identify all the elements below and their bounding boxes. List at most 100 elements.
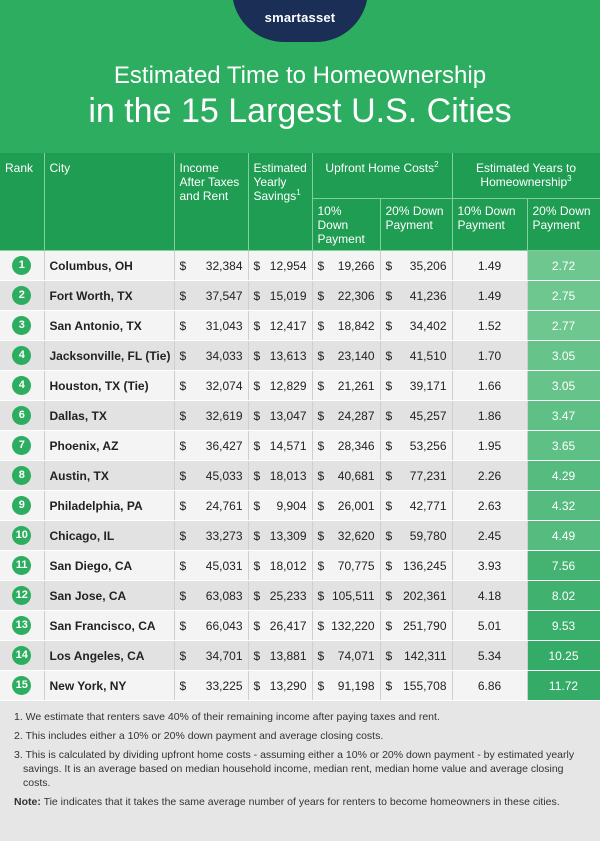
col-upfront-costs: Upfront Home Costs2 — [312, 153, 453, 199]
savings-cell: $12,829 — [248, 370, 313, 401]
rank-badge: 11 — [12, 556, 32, 575]
city-cell: Philadelphia, PA — [44, 490, 175, 521]
upfront-20-cell: $42,771 — [380, 490, 453, 521]
upfront-20-cell: $202,361 — [380, 580, 453, 611]
savings-cell: $9,904 — [248, 490, 313, 521]
table-row: 3 San Antonio, TX $31,043 $12,417 $18,842 $34… — [0, 310, 600, 341]
city-cell: Phoenix, AZ — [44, 430, 175, 461]
rank-badge: 3 — [12, 316, 32, 335]
upfront-20-cell: $39,171 — [380, 370, 453, 401]
upfront-20-cell: $45,257 — [380, 400, 453, 431]
city-cell: Austin, TX — [44, 460, 175, 491]
upfront-10-cell: $18,842 — [312, 310, 381, 341]
city-cell: Fort Worth, TX — [44, 280, 175, 311]
upfront-20-cell: $77,231 — [380, 460, 453, 491]
income-cell: $45,033 — [174, 460, 249, 491]
income-cell: $31,043 — [174, 310, 249, 341]
city-cell: Jacksonville, FL (Tie) — [44, 340, 175, 371]
savings-cell: $25,233 — [248, 580, 313, 611]
footnote-2: 2. This includes either a 10% or 20% dow… — [14, 730, 384, 742]
table-row: 15 New York, NY $33,225 $13,290 $91,198 $155,… — [0, 670, 600, 701]
savings-cell: $13,309 — [248, 520, 313, 551]
rank-badge: 4 — [12, 376, 32, 395]
rank-badge: 8 — [12, 466, 32, 485]
footnote-3: 3. This is calculated by dividing upfron… — [14, 749, 575, 789]
homeownership-table: Rank City Income After Taxes and Rent Es… — [0, 153, 600, 701]
income-cell: $34,033 — [174, 340, 249, 371]
upfront-10-cell: $22,306 — [312, 280, 381, 311]
savings-cell: $14,571 — [248, 430, 313, 461]
rank-badge: 10 — [12, 526, 32, 545]
income-cell: $37,547 — [174, 280, 249, 311]
city-cell: Los Angeles, CA — [44, 640, 175, 671]
header-banner: smartasset Estimated Time to Homeownersh… — [0, 0, 600, 153]
years-10-cell: 2.63 — [452, 490, 528, 521]
table-body: 1 Columbus, OH $32,384 $12,954 $19,266 $35,20… — [0, 250, 600, 701]
years-10-cell: 1.52 — [452, 310, 528, 341]
col-savings: Estimated Yearly Savings1 — [248, 153, 313, 251]
city-cell: Chicago, IL — [44, 520, 175, 551]
col-years-20: 20% Down Payment — [527, 198, 600, 251]
savings-cell: $13,881 — [248, 640, 313, 671]
years-20-cell: 3.05 — [527, 370, 600, 401]
rank-cell: 1 — [0, 250, 45, 281]
rank-badge: 7 — [12, 436, 32, 455]
rank-badge: 1 — [12, 256, 32, 275]
rank-cell: 12 — [0, 580, 45, 611]
table-row: 1 Columbus, OH $32,384 $12,954 $19,266 $35,20… — [0, 250, 600, 281]
table-row: 8 Austin, TX $45,033 $18,013 $40,681 $77,231 2… — [0, 460, 600, 491]
rank-badge: 4 — [12, 346, 32, 365]
rank-cell: 15 — [0, 670, 45, 701]
rank-cell: 14 — [0, 640, 45, 671]
years-20-cell: 2.75 — [527, 280, 600, 311]
rank-badge: 9 — [12, 496, 32, 515]
table-row: 2 Fort Worth, TX $37,547 $15,019 $22,306 $41,… — [0, 280, 600, 311]
city-cell: San Antonio, TX — [44, 310, 175, 341]
upfront-20-cell: $251,790 — [380, 610, 453, 641]
rank-badge: 2 — [12, 286, 32, 305]
upfront-10-cell: $132,220 — [312, 610, 381, 641]
rank-badge: 15 — [12, 676, 32, 695]
city-cell: San Diego, CA — [44, 550, 175, 581]
col-upfront-10: 10% Down Payment — [312, 198, 381, 251]
upfront-10-cell: $24,287 — [312, 400, 381, 431]
income-cell: $32,384 — [174, 250, 249, 281]
savings-cell: $13,290 — [248, 670, 313, 701]
col-years-to-homeownership: Estimated Years to Homeownership3 — [452, 153, 600, 199]
years-20-cell: 2.72 — [527, 250, 600, 281]
years-20-cell: 3.47 — [527, 400, 600, 431]
income-cell: $32,074 — [174, 370, 249, 401]
table-row: 14 Los Angeles, CA $34,701 $13,881 $74,071 $1… — [0, 640, 600, 671]
table-row: 4 Houston, TX (Tie) $32,074 $12,829 $21,261 $… — [0, 370, 600, 401]
city-cell: San Jose, CA — [44, 580, 175, 611]
years-10-cell: 3.93 — [452, 550, 528, 581]
upfront-10-cell: $19,266 — [312, 250, 381, 281]
col-rank: Rank — [0, 153, 45, 251]
savings-cell: $12,417 — [248, 310, 313, 341]
smartasset-logo[interactable]: smartasset — [232, 0, 368, 42]
upfront-10-cell: $26,001 — [312, 490, 381, 521]
rank-cell: 7 — [0, 430, 45, 461]
income-cell: $34,701 — [174, 640, 249, 671]
footnotes: 1. We estimate that renters save 40% of … — [14, 710, 589, 814]
rank-cell: 3 — [0, 310, 45, 341]
years-10-cell: 2.45 — [452, 520, 528, 551]
upfront-10-cell: $28,346 — [312, 430, 381, 461]
upfront-10-cell: $21,261 — [312, 370, 381, 401]
income-cell: $66,043 — [174, 610, 249, 641]
rank-badge: 6 — [12, 406, 32, 425]
rank-cell: 4 — [0, 340, 45, 371]
years-20-cell: 10.25 — [527, 640, 600, 671]
title-line-2: in the 15 Largest U.S. Cities — [88, 92, 512, 130]
upfront-20-cell: $59,780 — [380, 520, 453, 551]
rank-badge: 13 — [12, 616, 32, 635]
income-cell: $63,083 — [174, 580, 249, 611]
rank-cell: 9 — [0, 490, 45, 521]
city-cell: Columbus, OH — [44, 250, 175, 281]
upfront-20-cell: $41,510 — [380, 340, 453, 371]
rank-cell: 4 — [0, 370, 45, 401]
income-cell: $45,031 — [174, 550, 249, 581]
upfront-20-cell: $136,245 — [380, 550, 453, 581]
table-row: 9 Philadelphia, PA $24,761 $9,904 $26,001 $42… — [0, 490, 600, 521]
income-cell: $33,225 — [174, 670, 249, 701]
